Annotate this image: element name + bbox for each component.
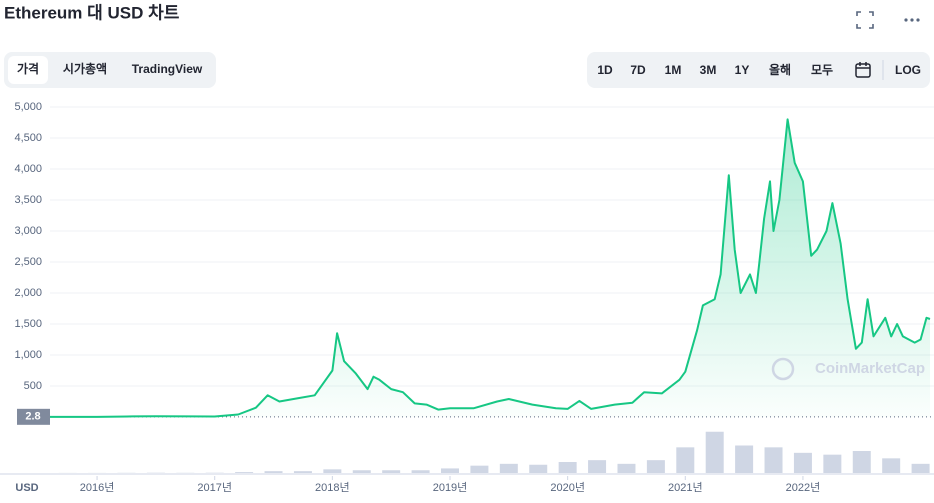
volume-bar — [882, 458, 901, 473]
volume-bar — [499, 463, 518, 473]
volume-bar — [411, 470, 430, 473]
volume-bar — [676, 447, 695, 473]
volume-bar — [911, 463, 930, 473]
volume-bar — [793, 452, 812, 473]
range-button[interactable]: 1D — [597, 63, 613, 77]
range-button[interactable]: 1Y — [735, 63, 750, 77]
x-tick-label: 2022년 — [786, 481, 821, 494]
range-button[interactable]: 1M — [665, 63, 682, 77]
volume-bar — [293, 471, 312, 473]
tab[interactable]: TradingView — [132, 62, 203, 76]
range-button[interactable]: 3M — [700, 63, 717, 77]
x-tick-label: 2018년 — [315, 481, 350, 494]
volume-bar — [529, 464, 548, 473]
volume-bar — [646, 460, 665, 473]
x-tick-label: 2019년 — [433, 481, 468, 494]
y-tick-label: 1,500 — [14, 318, 42, 330]
y-tick-label: 2,000 — [14, 287, 42, 299]
x-tick-label: 2017년 — [197, 481, 232, 494]
tab[interactable]: 가격 — [17, 61, 39, 76]
volume-bar — [352, 470, 371, 473]
tab-group — [4, 52, 216, 88]
volume-bar — [382, 470, 401, 473]
range-button[interactable]: 올해 — [769, 63, 791, 77]
y-tick-label: 5,000 — [14, 101, 42, 113]
log-button[interactable]: LOG — [895, 63, 921, 77]
volume-bar — [735, 445, 754, 473]
range-button[interactable]: 모두 — [811, 63, 833, 77]
volume-bar — [470, 465, 489, 473]
volume-bar — [823, 454, 842, 473]
volume-bar — [617, 463, 636, 473]
watermark-logo — [771, 357, 795, 381]
volume-bar — [852, 451, 871, 473]
x-tick-label: 2020년 — [550, 481, 585, 494]
y-tick-label: 500 — [24, 380, 42, 392]
tab[interactable]: 시가총액 — [63, 61, 107, 76]
start-price-box — [17, 408, 50, 425]
volume-bar — [588, 460, 607, 473]
volume-bar — [558, 462, 577, 473]
watermark: CoinMarketCap — [815, 360, 925, 377]
volume-bar — [235, 472, 254, 473]
y-tick-label: 3,000 — [14, 225, 42, 237]
volume-bar — [764, 447, 783, 473]
active-tab[interactable] — [8, 56, 48, 84]
volume-bar — [323, 469, 342, 473]
more-icon[interactable] — [904, 18, 920, 22]
page-title: Ethereum 대 USD 차트 — [4, 3, 180, 22]
y-tick-label: 1,000 — [14, 349, 42, 361]
calendar-icon[interactable] — [855, 62, 871, 78]
volume-bar — [705, 431, 724, 473]
y-tick-label: 4,500 — [14, 132, 42, 144]
volume-bar — [441, 468, 459, 473]
start-price-label: 2.8 — [25, 411, 40, 423]
y-tick-label: 2,500 — [14, 256, 42, 268]
x-tick-label: 2016년 — [80, 481, 115, 494]
y-tick-label: 3,500 — [14, 194, 42, 206]
range-button[interactable]: 7D — [630, 63, 646, 77]
price-line — [50, 118, 931, 418]
y-tick-label: 4,000 — [14, 163, 42, 175]
unit-label: USD — [15, 482, 38, 494]
x-tick-label: 2021년 — [668, 481, 703, 494]
range-group — [587, 52, 930, 88]
price-area — [50, 119, 930, 418]
expand-icon[interactable] — [856, 11, 874, 29]
volume-bar — [264, 471, 283, 473]
